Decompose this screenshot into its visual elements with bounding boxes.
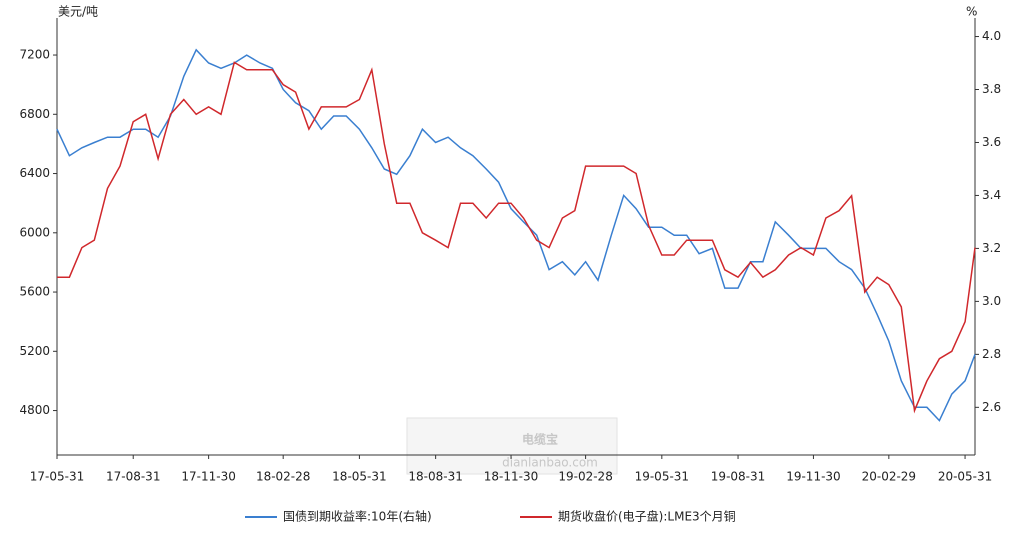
y2-tick-label: 3.4 [982,188,1001,202]
y-tick-label: 6000 [19,225,50,239]
x-tick-label: 19-08-31 [711,470,765,484]
y-tick-label: 5600 [19,285,50,299]
y-tick-label: 6800 [19,107,50,121]
y-axis-unit: 美元/吨 [58,5,98,19]
legend-label: 期货收盘价(电子盘):LME3个月铜 [558,509,736,524]
y2-tick-label: 3.0 [982,294,1001,308]
x-tick-label: 18-02-28 [256,470,310,484]
x-tick-label: 17-11-30 [181,470,235,484]
x-tick-label: 20-05-31 [938,470,992,484]
x-tick-label: 17-05-31 [30,470,84,484]
x-tick-label: 18-08-31 [408,470,462,484]
y-tick-label: 6400 [19,166,50,180]
watermark-url: dianlanbao.com [502,456,598,470]
y2-tick-label: 3.8 [982,82,1001,96]
x-tick-label: 19-05-31 [635,470,689,484]
y-tick-label: 7200 [19,48,50,62]
legend-label: 国债到期收益率:10年(右轴) [283,509,432,524]
x-tick-label: 17-08-31 [106,470,160,484]
x-tick-label: 18-05-31 [332,470,386,484]
y2-tick-label: 3.2 [982,241,1001,255]
y-tick-label: 4800 [19,403,50,417]
watermark-box [406,417,618,475]
x-tick-label: 19-02-28 [558,470,612,484]
data-line [57,61,976,414]
y-tick-label: 5200 [19,344,50,358]
y2-tick-label: 2.6 [982,400,1001,414]
watermark: 电缆宝 dianlanbao.com [406,417,618,475]
x-tick-label: 18-11-30 [484,470,538,484]
data-line [56,48,976,422]
y2-tick-label: 2.8 [982,347,1001,361]
x-tick-label: 20-02-29 [862,470,916,484]
watermark-text: 电缆宝 [522,432,558,447]
y2-axis-unit: % [966,5,977,19]
y2-tick-label: 4.0 [982,29,1001,43]
y2-tick-label: 3.6 [982,135,1001,149]
x-tick-label: 19-11-30 [786,470,840,484]
